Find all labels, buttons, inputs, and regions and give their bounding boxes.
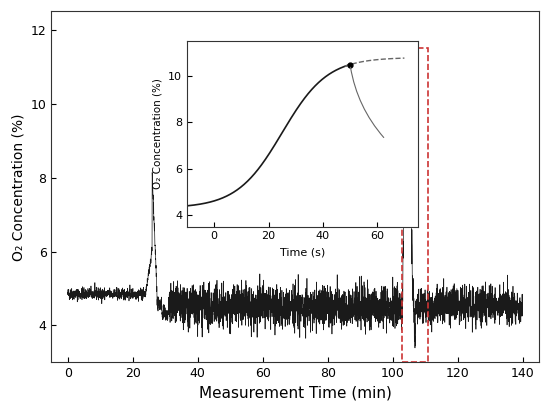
X-axis label: Time (s): Time (s)	[280, 247, 325, 257]
Bar	[403, 48, 428, 363]
Y-axis label: O₂ Concentration (%): O₂ Concentration (%)	[152, 78, 163, 190]
X-axis label: Measurement Time (min): Measurement Time (min)	[199, 386, 392, 401]
Y-axis label: O₂ Concentration (%): O₂ Concentration (%)	[11, 113, 25, 260]
